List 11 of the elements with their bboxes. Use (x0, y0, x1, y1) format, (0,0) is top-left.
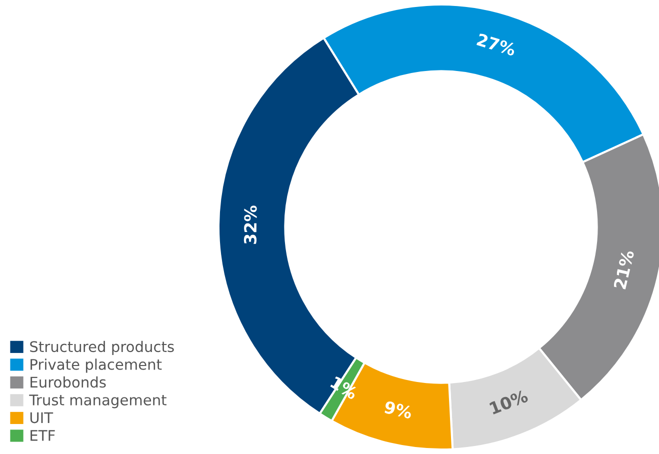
data-label: 10% (489, 389, 529, 415)
data-label: 27% (476, 33, 517, 56)
legend-label: Private placement (30, 358, 162, 373)
legend-label: UIT (30, 412, 54, 424)
legend-label: ETF (30, 430, 55, 441)
legend-label: Eurobonds (30, 376, 106, 388)
legend-label: Structured products (30, 340, 174, 355)
data-label: 32% (244, 206, 257, 244)
legend-label: Trust management (29, 394, 166, 408)
data-label: 9% (384, 400, 413, 419)
data-label: 21% (613, 250, 634, 290)
